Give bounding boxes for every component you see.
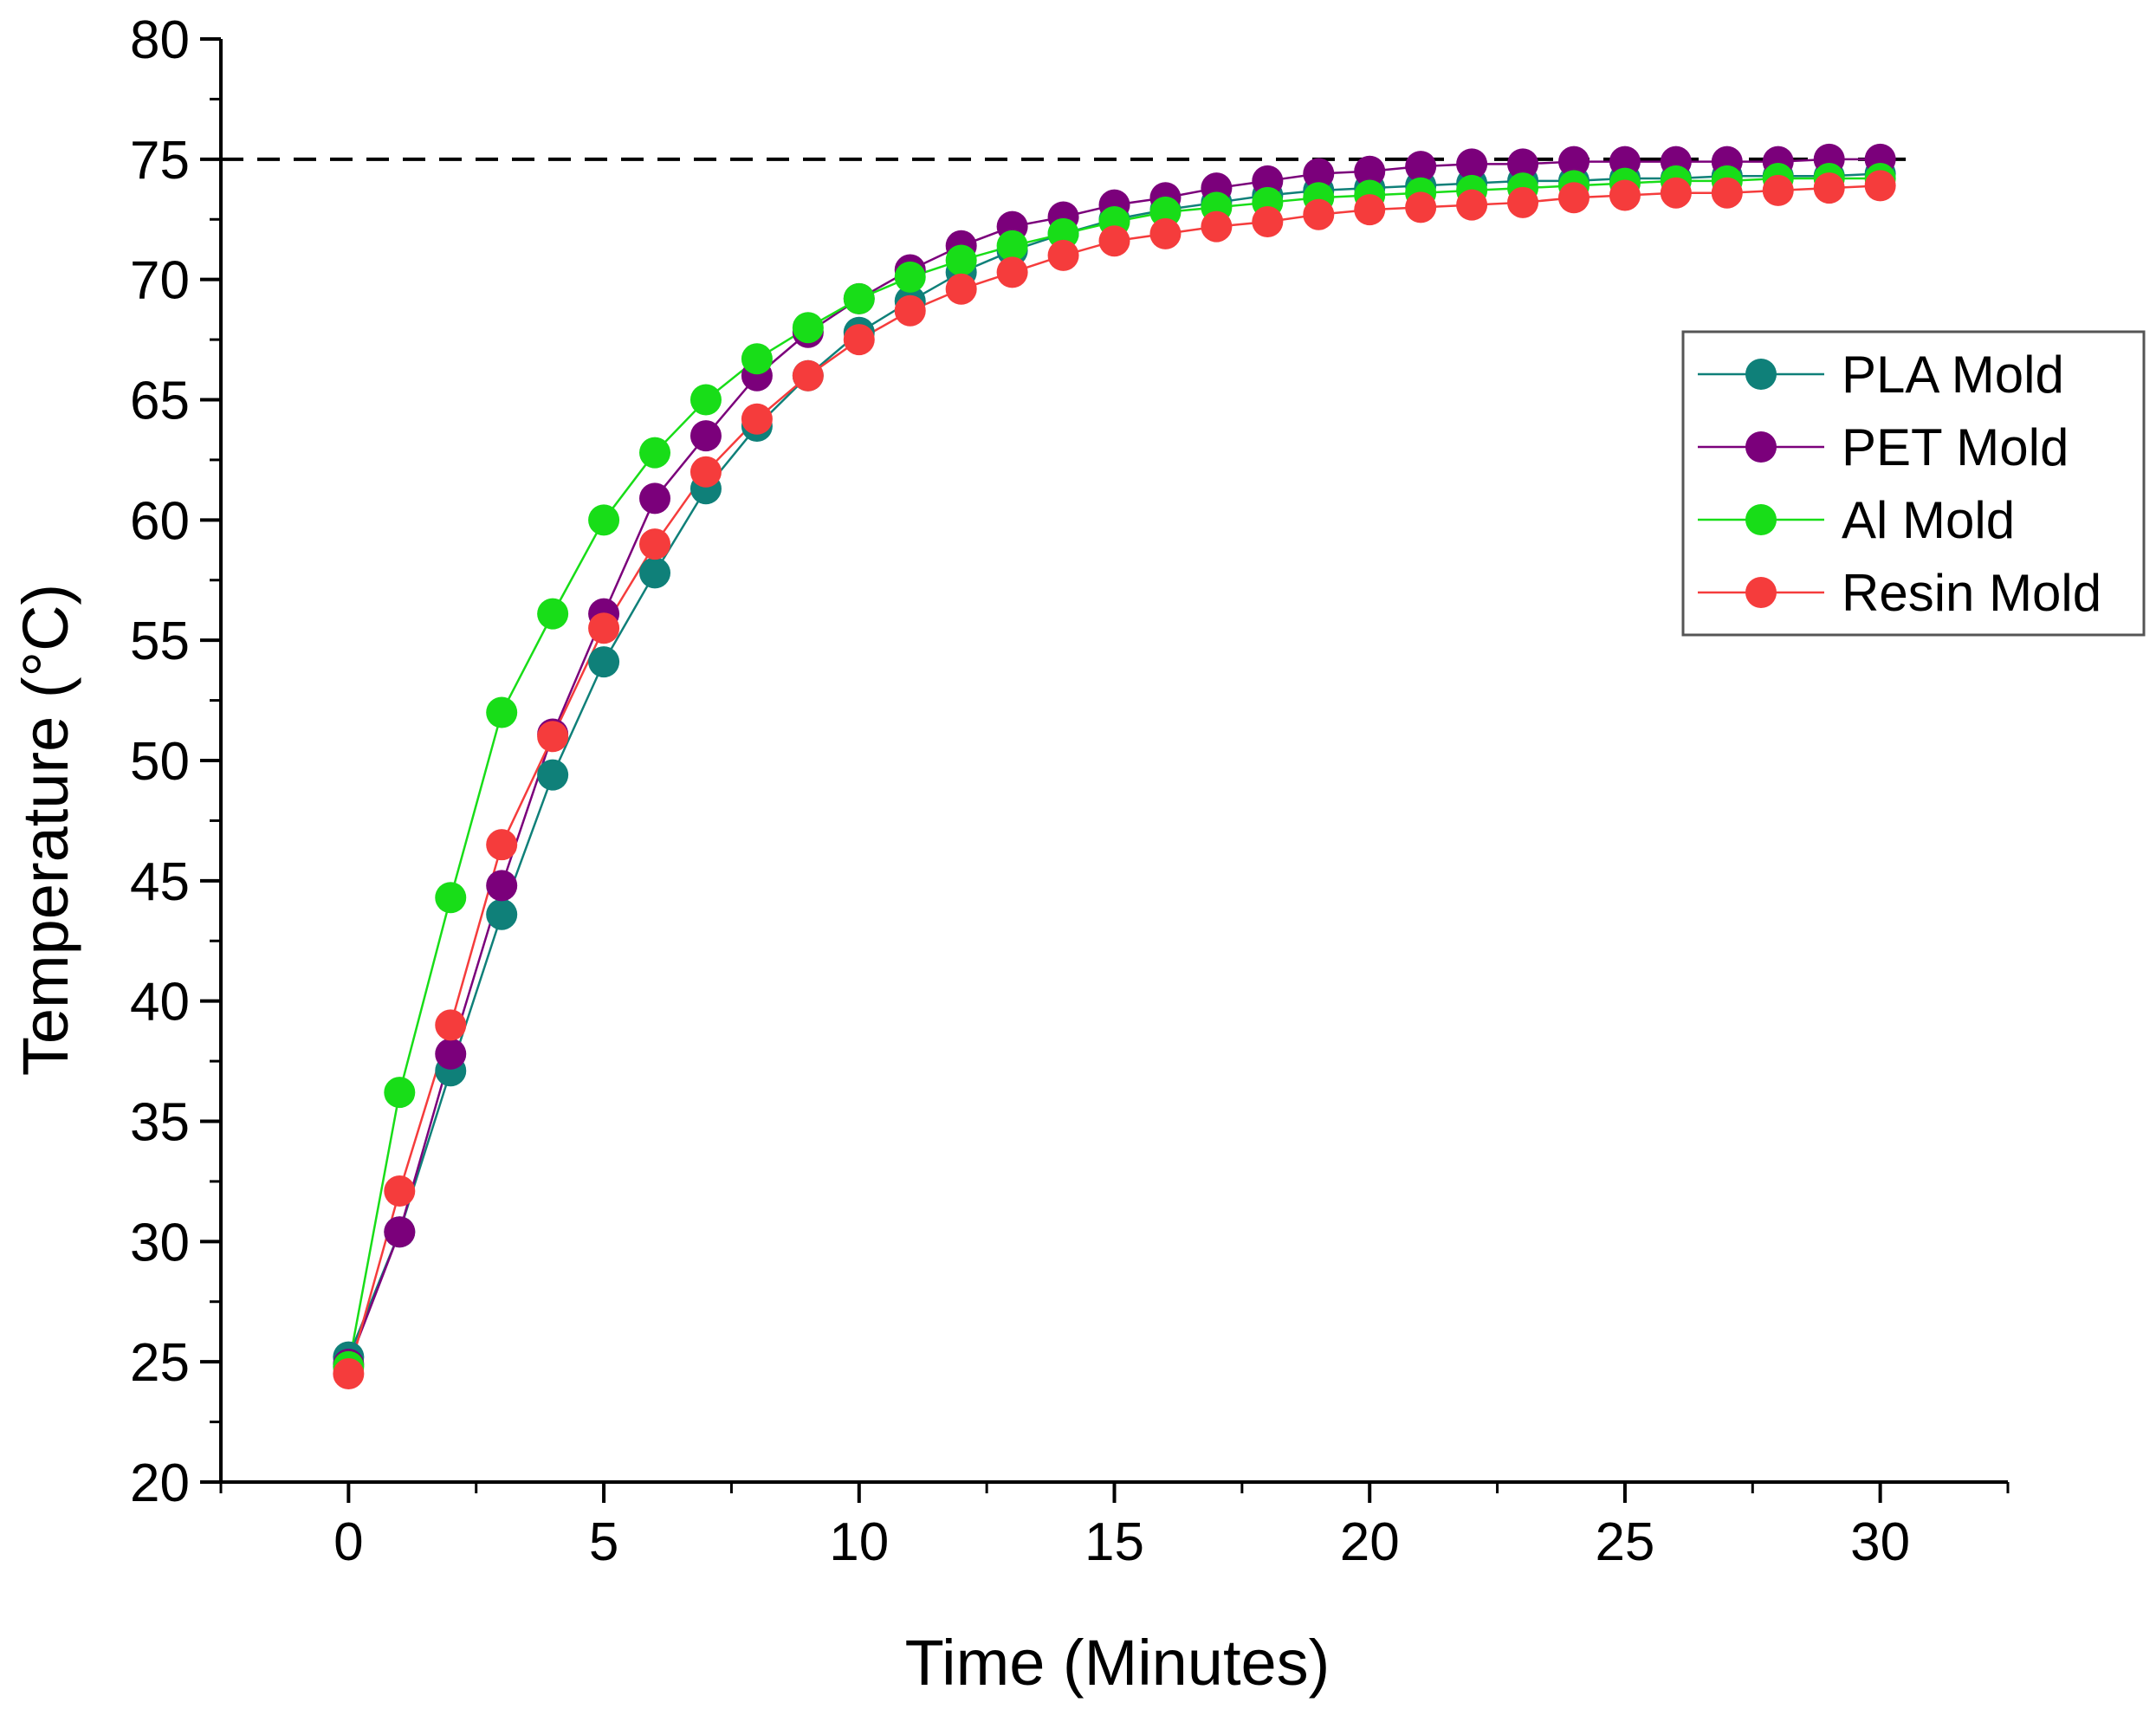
data-point-pet-mold <box>1303 158 1335 190</box>
data-point-pet-mold <box>1405 151 1437 183</box>
data-point-resin-mold <box>1762 174 1794 206</box>
data-point-resin-mold <box>1609 179 1641 211</box>
data-point-al-mold <box>435 882 467 914</box>
data-point-resin-mold <box>1557 182 1589 214</box>
data-point-pla-mold <box>486 898 518 930</box>
data-point-resin-mold <box>435 1009 467 1041</box>
data-point-pet-mold <box>1507 148 1539 180</box>
data-point-resin-mold <box>1456 189 1488 221</box>
data-point-resin-mold <box>1149 217 1182 249</box>
data-point-resin-mold <box>996 256 1028 288</box>
data-point-resin-mold <box>1303 198 1335 230</box>
y-tick-label: 25 <box>130 1333 190 1393</box>
data-point-resin-mold <box>894 295 926 327</box>
data-point-al-mold <box>945 244 977 276</box>
y-tick-label: 45 <box>130 852 190 912</box>
data-point-pet-mold <box>1609 146 1641 178</box>
data-point-al-mold <box>690 384 722 416</box>
legend-label-pla-mold: PLA Mold <box>1842 346 2064 404</box>
data-point-resin-mold <box>333 1358 365 1390</box>
y-tick-label: 65 <box>130 372 190 431</box>
data-point-al-mold <box>792 312 824 344</box>
data-point-al-mold <box>996 230 1028 262</box>
data-point-pla-mold <box>639 557 671 589</box>
data-point-al-mold <box>843 282 875 314</box>
data-point-al-mold <box>1047 217 1079 249</box>
legend-label-al-mold: Al Mold <box>1842 491 2015 549</box>
legend-marker-al-mold <box>1745 504 1777 535</box>
legend-label-resin-mold: Resin Mold <box>1842 564 2101 622</box>
data-point-resin-mold <box>1354 194 1386 226</box>
data-point-resin-mold <box>1047 239 1079 271</box>
data-point-resin-mold <box>588 612 620 644</box>
data-point-al-mold <box>588 504 620 536</box>
x-tick-label: 20 <box>1340 1512 1400 1572</box>
x-tick-label: 30 <box>1850 1512 1910 1572</box>
data-point-resin-mold <box>945 273 977 305</box>
data-point-resin-mold <box>384 1175 416 1207</box>
data-point-al-mold <box>741 343 773 375</box>
data-point-pet-mold <box>1252 165 1284 197</box>
legend-marker-resin-mold <box>1745 577 1777 608</box>
x-tick-label: 25 <box>1595 1512 1654 1572</box>
y-axis-label: Temperature (°C) <box>10 584 81 1076</box>
data-point-al-mold <box>384 1077 416 1109</box>
data-point-pet-mold <box>690 420 722 452</box>
legend-marker-pet-mold <box>1745 431 1777 463</box>
series-layer <box>333 143 1896 1390</box>
data-point-resin-mold <box>1813 172 1845 204</box>
data-point-pet-mold <box>1354 155 1386 187</box>
y-tick-label: 20 <box>130 1453 190 1513</box>
data-point-al-mold <box>1149 196 1182 228</box>
data-point-resin-mold <box>486 829 518 861</box>
data-point-pet-mold <box>435 1038 467 1070</box>
y-tick-label: 80 <box>130 10 190 70</box>
data-point-resin-mold <box>1405 191 1437 223</box>
data-point-al-mold <box>537 598 569 630</box>
y-tick-label: 50 <box>130 732 190 792</box>
data-point-pet-mold <box>639 482 671 515</box>
data-point-pet-mold <box>486 870 518 902</box>
legend-marker-pla-mold <box>1745 359 1777 390</box>
data-point-resin-mold <box>792 359 824 392</box>
data-point-pla-mold <box>537 759 569 791</box>
data-point-resin-mold <box>639 528 671 560</box>
x-tick-label: 0 <box>333 1512 363 1572</box>
data-point-resin-mold <box>1201 210 1233 243</box>
data-point-al-mold <box>486 696 518 728</box>
data-point-resin-mold <box>1660 177 1692 209</box>
data-point-resin-mold <box>741 403 773 435</box>
legend-label-pet-mold: PET Mold <box>1842 418 2069 476</box>
y-tick-label: 40 <box>130 973 190 1033</box>
data-point-resin-mold <box>1711 177 1743 209</box>
data-point-resin-mold <box>1507 186 1539 218</box>
data-point-pla-mold <box>588 646 620 678</box>
y-tick-label: 70 <box>130 251 190 311</box>
data-point-pet-mold <box>1557 146 1589 178</box>
y-tick-label: 55 <box>130 612 190 671</box>
y-tick-label: 30 <box>130 1213 190 1272</box>
data-point-al-mold <box>639 437 671 469</box>
data-point-resin-mold <box>690 456 722 488</box>
data-point-pet-mold <box>384 1216 416 1248</box>
data-point-pet-mold <box>1456 148 1488 180</box>
y-tick-label: 60 <box>130 491 190 551</box>
y-tick-label: 75 <box>130 131 190 191</box>
data-point-al-mold <box>894 261 926 293</box>
data-point-resin-mold <box>843 324 875 356</box>
data-point-resin-mold <box>537 721 569 753</box>
x-tick-label: 15 <box>1084 1512 1144 1572</box>
ticks-layer: 20 25 30 35 40 45 50 55 60 65 70 75 80 0 5 10 15 20 25 30 <box>130 10 2010 1572</box>
x-tick-label: 10 <box>829 1512 889 1572</box>
legend: PLA Mold PET Mold Al Mold Resin Mold <box>1681 330 2146 637</box>
x-axis-label: Time (Minutes) <box>905 1627 1331 1699</box>
data-point-resin-mold <box>1252 206 1284 238</box>
y-tick-label: 35 <box>130 1093 190 1153</box>
data-point-resin-mold <box>1098 225 1130 257</box>
x-tick-label: 5 <box>589 1512 618 1572</box>
data-point-resin-mold <box>1864 170 1896 202</box>
